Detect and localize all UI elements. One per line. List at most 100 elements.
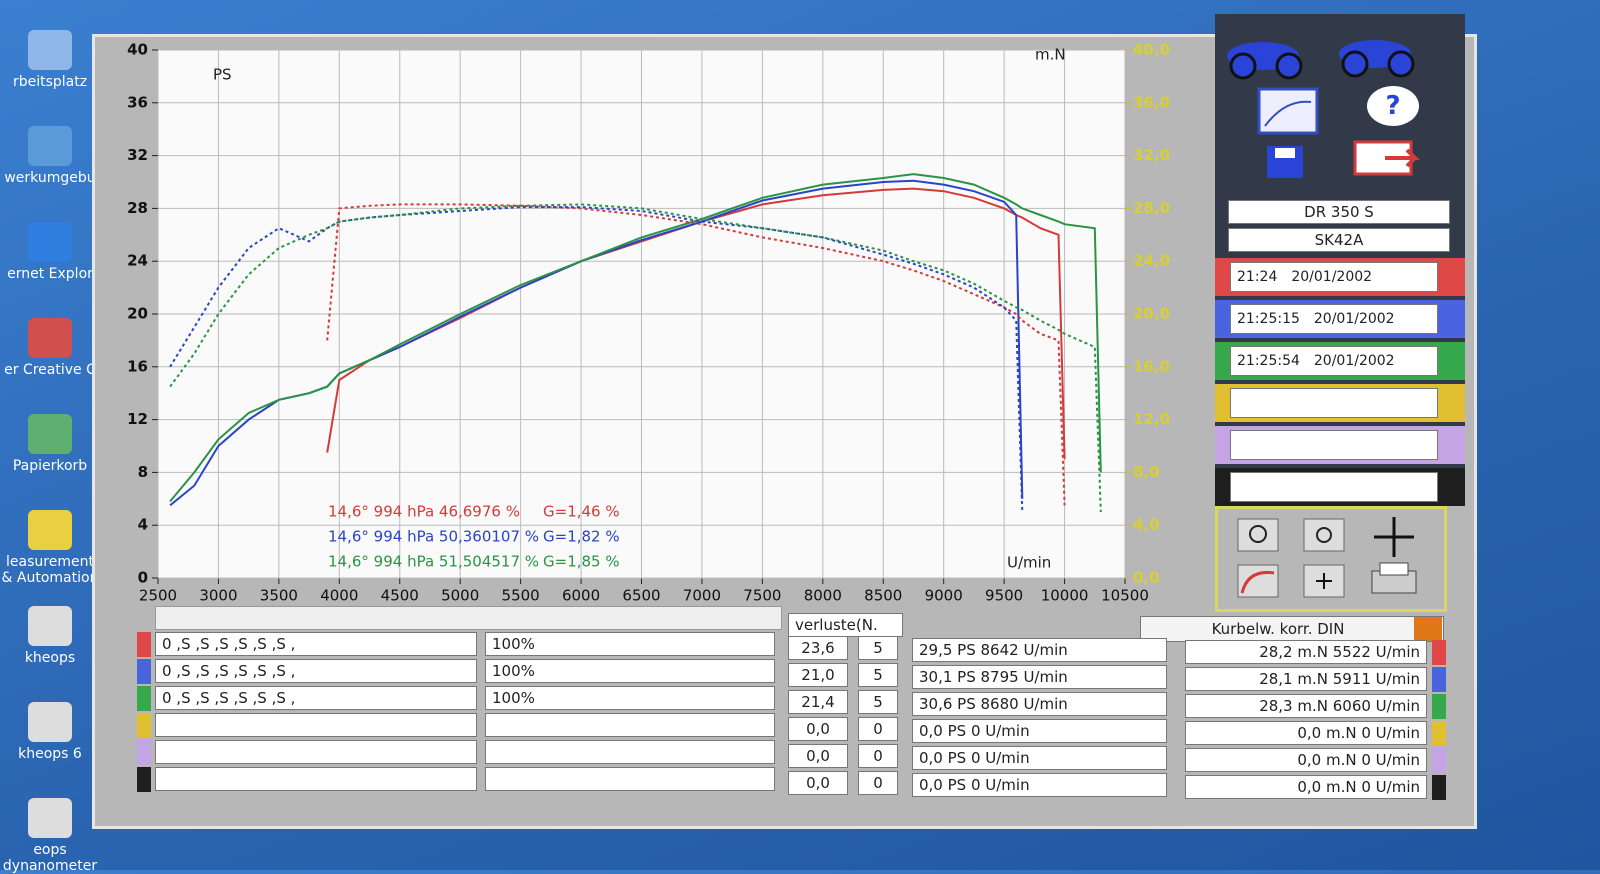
annotation: 14,6° 994 hPa 50,360107 % <box>328 528 539 546</box>
desktop-icon[interactable]: er Creative C <box>0 318 100 378</box>
run-slot[interactable]: 21:24 20/01/2002 <box>1230 262 1438 292</box>
desktop-icon[interactable]: rbeitsplatz <box>0 30 100 90</box>
pct-cell <box>485 713 775 737</box>
pct-cell <box>485 740 775 764</box>
desktop-icon[interactable]: kheops <box>0 606 100 666</box>
power-cell: 30,6 PS 8680 U/min <box>912 692 1167 716</box>
n-cell: 5 <box>858 663 898 687</box>
x-tick-label: 6000 <box>562 587 600 605</box>
loss-cell: 0,0 <box>788 771 848 795</box>
power-cell: 0,0 PS 0 U/min <box>912 773 1167 797</box>
pct-cell: 100% <box>485 659 775 683</box>
row-color <box>137 767 151 792</box>
help-icon[interactable]: ? <box>1367 86 1419 126</box>
row-color <box>1432 721 1446 746</box>
y-tick-label: 8 <box>138 463 148 481</box>
run-date: 20/01/2002 <box>1313 311 1395 327</box>
x-tick-label: 5000 <box>441 587 479 605</box>
icon-glyph <box>28 30 72 70</box>
annotation: 14,6° 994 hPa 51,504517 % <box>328 553 539 571</box>
x-tick-label: 10000 <box>1041 587 1089 605</box>
desktop-icon[interactable]: ernet Explor <box>0 222 100 282</box>
desktop-icon[interactable]: werkumgebu <box>0 126 100 186</box>
x-tick-label: 7500 <box>743 587 781 605</box>
icon-glyph <box>28 414 72 454</box>
run-slot[interactable] <box>1230 430 1438 460</box>
icon-glyph <box>28 798 72 838</box>
y-tick-label: 36 <box>127 93 148 111</box>
power-line <box>169 179 1024 507</box>
n-cell: 0 <box>858 771 898 795</box>
desktop-icon[interactable]: kheops 6 <box>0 702 100 762</box>
y-tick-label: 24 <box>127 252 148 270</box>
run-time: 21:25:54 <box>1237 353 1300 369</box>
tool-icons <box>1237 517 1417 598</box>
torque-cell: 28,3 m.N 6060 U/min <box>1185 694 1427 718</box>
x-tick-label: 10500 <box>1101 587 1149 605</box>
run-slot[interactable]: 21:25:15 20/01/2002 <box>1230 304 1438 334</box>
n-cell: 5 <box>858 636 898 660</box>
loss-cell: 21,4 <box>788 690 848 714</box>
loss-header: verluste(N. <box>788 613 903 637</box>
y-tick-label: 20 <box>127 305 148 323</box>
icon-label: er Creative C <box>4 362 96 378</box>
bike-icon[interactable] <box>1227 42 1303 80</box>
config-cell: 0 ,S ,S ,S ,S ,S ,S , <box>155 686 477 710</box>
loss-cell: 0,0 <box>788 744 848 768</box>
pct-cell: 100% <box>485 686 775 710</box>
exit-icon[interactable] <box>1353 140 1420 176</box>
x-tick-label: 4500 <box>381 587 419 605</box>
run-slot[interactable] <box>1230 388 1438 418</box>
icon-label: ernet Explor <box>7 266 93 282</box>
run-slot[interactable]: 21:25:54 20/01/2002 <box>1230 346 1438 376</box>
graph-icon[interactable] <box>1257 87 1319 135</box>
y2-tick-label: 0,0 <box>1133 569 1160 587</box>
icon-glyph <box>28 222 72 262</box>
torque-line <box>169 206 1024 513</box>
loss-cell: 0,0 <box>788 717 848 741</box>
pct-cell <box>485 767 775 791</box>
loss-cell: 21,0 <box>788 663 848 687</box>
x-tick-label: 7000 <box>683 587 721 605</box>
run-slot[interactable] <box>1230 472 1438 502</box>
pan-tool[interactable] <box>1303 518 1345 552</box>
x-tick-label: 3500 <box>260 587 298 605</box>
config-cell: 0 ,S ,S ,S ,S ,S ,S , <box>155 632 477 656</box>
tool-box <box>1215 506 1447 612</box>
y-tick-label: 4 <box>138 516 148 534</box>
y2-tick-label: 20,0 <box>1133 305 1170 323</box>
zoom-tool[interactable] <box>1237 518 1279 552</box>
y2-tick-label: 8,0 <box>1133 463 1160 481</box>
row-color <box>1432 775 1446 800</box>
annotation-g: G=1,46 % <box>543 503 620 521</box>
row-color <box>1432 640 1446 665</box>
save-icon[interactable] <box>1267 146 1303 178</box>
icon-glyph <box>28 510 72 550</box>
desktop-icon[interactable]: leasurement & Automation <box>0 510 100 586</box>
row-color <box>137 686 151 711</box>
config-cell <box>155 767 477 791</box>
power-cell: 30,1 PS 8795 U/min <box>912 665 1167 689</box>
desktop-icon[interactable]: Papierkorb <box>0 414 100 474</box>
curve-tool[interactable] <box>1237 564 1279 598</box>
code-box: SK42A <box>1228 228 1450 252</box>
icon-glyph <box>28 606 72 646</box>
y2-tick-label: 24,0 <box>1133 252 1170 270</box>
move-tool[interactable] <box>1374 517 1414 557</box>
x-tick-label: 8000 <box>804 587 842 605</box>
x-tick-label: 6500 <box>622 587 660 605</box>
bike-icon[interactable] <box>1339 40 1415 78</box>
row-color <box>1432 667 1446 692</box>
y-axis-title: PS <box>213 66 232 84</box>
toolbar-icons: ? <box>1227 40 1420 178</box>
cursor-tool[interactable] <box>1303 564 1345 598</box>
n-cell: 0 <box>858 744 898 768</box>
print-tool[interactable] <box>1371 562 1417 594</box>
annotation-g: G=1,82 % <box>543 528 620 546</box>
loss-cell: 23,6 <box>788 636 848 660</box>
y-tick-label: 28 <box>127 199 148 217</box>
icon-glyph <box>28 318 72 358</box>
mode-select[interactable]: Kurbelw. korr. DIN <box>1140 616 1444 642</box>
x-tick-label: 9500 <box>985 587 1023 605</box>
